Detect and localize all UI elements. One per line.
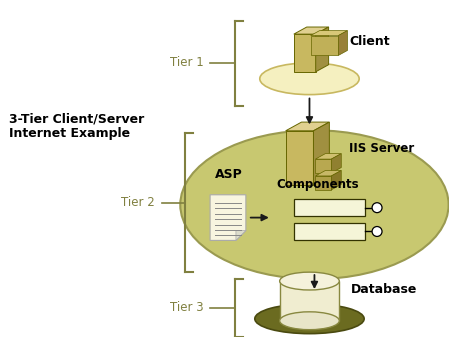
Circle shape bbox=[372, 226, 382, 237]
Polygon shape bbox=[331, 154, 341, 173]
Text: Tier 2: Tier 2 bbox=[121, 196, 154, 209]
Polygon shape bbox=[294, 27, 328, 34]
Text: 3-Tier Client/Server
Internet Example: 3-Tier Client/Server Internet Example bbox=[9, 113, 144, 141]
Circle shape bbox=[372, 203, 382, 213]
Ellipse shape bbox=[180, 130, 449, 279]
Ellipse shape bbox=[279, 312, 339, 330]
Polygon shape bbox=[286, 131, 314, 185]
Polygon shape bbox=[315, 170, 341, 176]
Polygon shape bbox=[316, 27, 328, 72]
Polygon shape bbox=[338, 31, 347, 55]
Text: Tier 3: Tier 3 bbox=[171, 301, 204, 314]
Polygon shape bbox=[310, 35, 338, 55]
Polygon shape bbox=[210, 195, 246, 240]
Ellipse shape bbox=[260, 63, 359, 95]
Bar bbox=[293, 199, 365, 216]
Text: Tier 1: Tier 1 bbox=[171, 56, 204, 69]
Text: ASP: ASP bbox=[215, 168, 243, 182]
Text: Client: Client bbox=[349, 35, 390, 48]
Text: Database: Database bbox=[351, 283, 418, 295]
Polygon shape bbox=[331, 170, 341, 190]
Polygon shape bbox=[236, 231, 246, 240]
Polygon shape bbox=[294, 34, 316, 72]
Polygon shape bbox=[315, 176, 331, 190]
Bar bbox=[293, 223, 365, 240]
Polygon shape bbox=[286, 122, 329, 131]
Bar bbox=[279, 281, 339, 321]
Polygon shape bbox=[315, 154, 341, 159]
Polygon shape bbox=[310, 31, 347, 35]
Text: IIS Server: IIS Server bbox=[349, 142, 414, 155]
Polygon shape bbox=[315, 159, 331, 173]
Ellipse shape bbox=[279, 272, 339, 290]
Ellipse shape bbox=[255, 304, 364, 334]
Text: Components: Components bbox=[277, 178, 359, 191]
Polygon shape bbox=[314, 122, 329, 185]
